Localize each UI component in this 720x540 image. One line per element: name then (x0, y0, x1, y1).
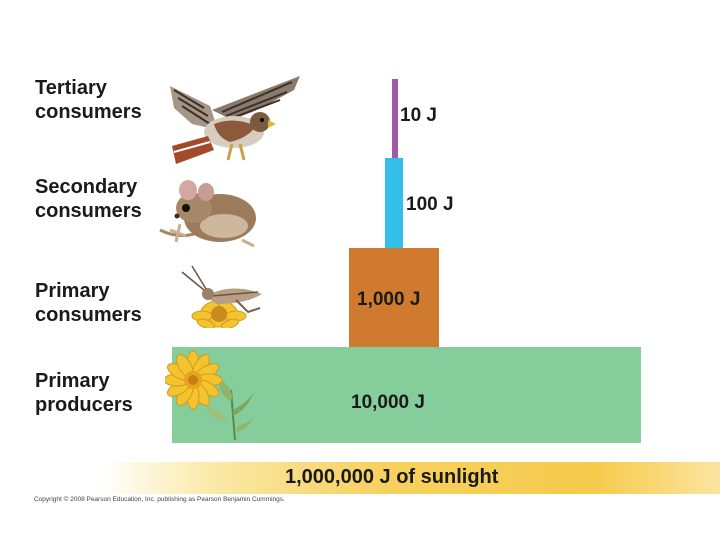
hawk-icon (170, 76, 300, 164)
sunlight-label: 1,000,000 J of sunlight (285, 466, 499, 488)
label-line: Primary (35, 280, 110, 302)
mouse-icon (159, 180, 256, 248)
flower-icon (165, 350, 257, 441)
secondary-energy-bar (385, 158, 403, 249)
label-line: producers (35, 394, 133, 416)
primary-consumer-energy-bar (349, 248, 439, 348)
primary-producers-label: Primary producers (35, 369, 133, 417)
tertiary-energy-value: 10 J (400, 105, 437, 126)
producer-energy-bar (172, 347, 641, 443)
label-line: Secondary (35, 176, 138, 198)
label-line: consumers (35, 101, 142, 123)
primary-consumers-label: Primary consumers (35, 279, 142, 327)
label-line: consumers (35, 304, 142, 326)
tertiary-energy-bar (392, 79, 398, 159)
primary-consumer-energy-value: 1,000 J (357, 289, 421, 310)
label-line: Primary (35, 370, 110, 392)
secondary-energy-value: 100 J (406, 194, 454, 215)
label-line: consumers (35, 200, 142, 222)
label-line: Tertiary (35, 77, 107, 99)
secondary-consumers-label: Secondary consumers (35, 175, 142, 223)
producer-energy-value: 10,000 J (351, 392, 425, 413)
copyright-notice: Copyright © 2008 Pearson Education, Inc.… (34, 496, 285, 503)
tertiary-consumers-label: Tertiary consumers (35, 76, 142, 124)
grasshopper-icon (181, 265, 262, 328)
sunlight-band (100, 462, 720, 494)
